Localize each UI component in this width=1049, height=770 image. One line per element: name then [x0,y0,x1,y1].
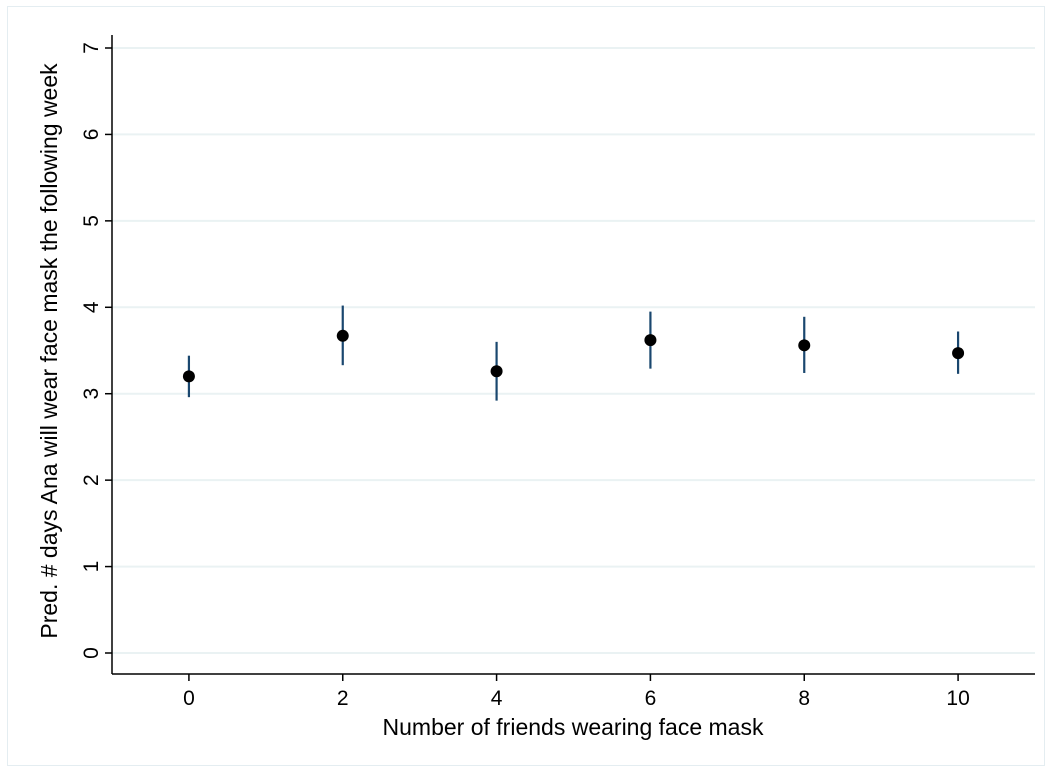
y-tick-label: 6 [80,129,103,141]
x-tick-label: 4 [491,687,503,710]
y-tick-label: 0 [80,647,103,659]
error-bars [187,305,960,401]
data-point [644,334,657,347]
y-tick-label: 4 [80,301,103,313]
data-points [182,329,965,383]
y-tick-label: 5 [80,215,103,227]
axes [111,35,1035,675]
x-tick-label: 6 [645,687,657,710]
y-tick-label: 1 [80,561,103,573]
y-tick-label: 7 [80,42,103,54]
data-point [952,347,965,360]
y-tick-label: 2 [80,474,103,486]
y-tick-label: 3 [80,388,103,400]
grid-lines [112,47,1035,654]
ticks: 0 1 2 3 4 5 6 7 0 2 4 6 8 10 [80,42,970,710]
y-axis-title: Pred. # days Ana will wear face mask the… [36,63,62,639]
x-tick-label: 10 [946,687,969,710]
x-axis-title: Number of friends wearing face mask [383,714,764,740]
x-tick-label: 2 [337,687,349,710]
data-point [182,370,195,383]
chart-frame [7,6,1045,766]
x-tick-label: 8 [798,687,810,710]
data-point [490,365,503,378]
data-point [336,329,349,342]
x-tick-label: 0 [183,687,195,710]
data-point [798,339,811,352]
